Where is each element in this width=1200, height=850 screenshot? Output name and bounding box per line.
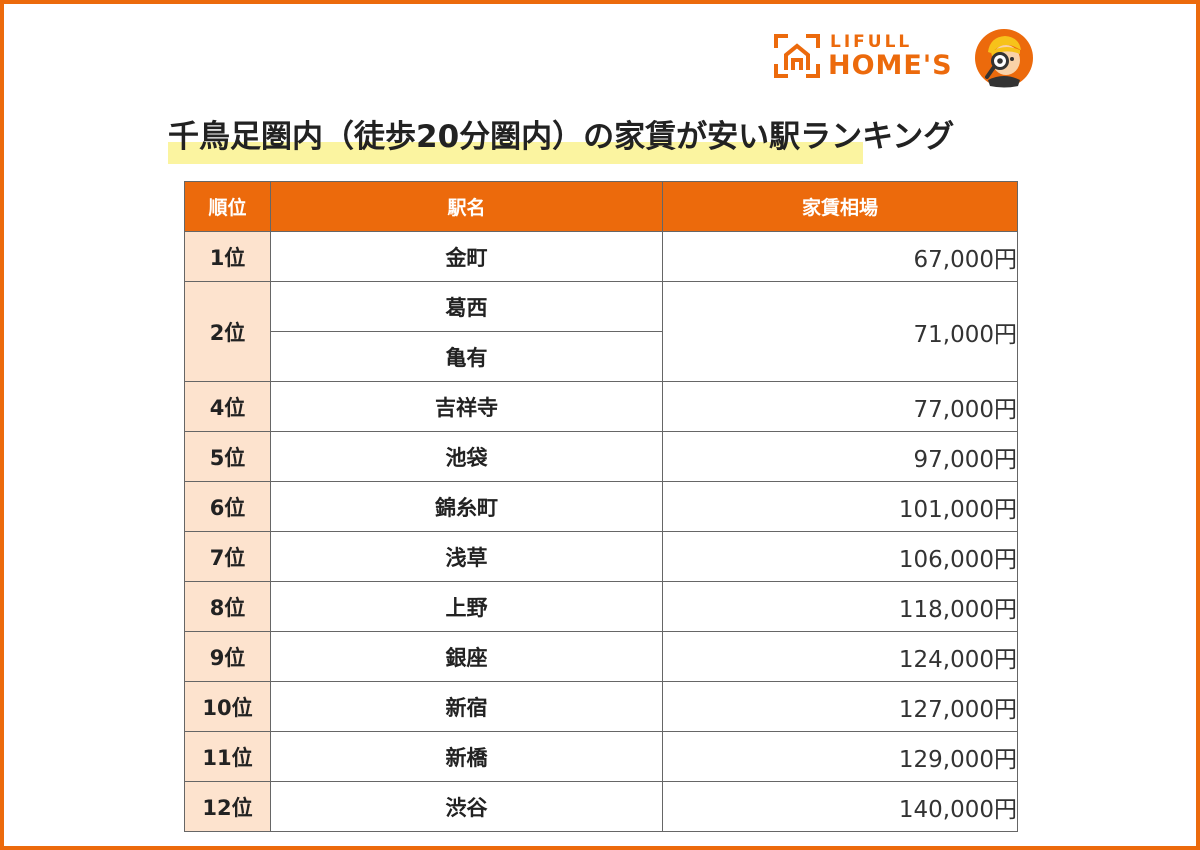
rent-cell: 106,000円 — [662, 531, 1018, 582]
station-cell: 錦糸町 — [270, 481, 663, 532]
header-rank: 順位 — [184, 181, 271, 232]
rent-cell: 140,000円 — [662, 781, 1018, 832]
rank-cell: 12位 — [184, 781, 271, 832]
title-block: 千鳥足圏内（徒歩20分圏内）の家賃が安い駅ランキング — [168, 114, 1048, 164]
rent-cell: 124,000円 — [662, 631, 1018, 682]
table-row: 6位 錦糸町 101,000円 — [184, 481, 1018, 532]
rent-cell: 118,000円 — [662, 581, 1018, 632]
station-cell: 新橋 — [270, 731, 663, 782]
station-cell: 池袋 — [270, 431, 663, 482]
rent-cell: 101,000円 — [662, 481, 1018, 532]
rank-cell: 11位 — [184, 731, 271, 782]
station-cell: 上野 — [270, 581, 663, 632]
station-cell: 新宿 — [270, 681, 663, 732]
mascot-magnifier-icon — [975, 29, 1033, 88]
station-cell: 銀座 — [270, 631, 663, 682]
rank-cell: 7位 — [184, 531, 271, 582]
station-cell: 渋谷 — [270, 781, 663, 832]
table-row: 7位 浅草 106,000円 — [184, 531, 1018, 582]
rank-cell: 5位 — [184, 431, 271, 482]
table-row: 12位 渋谷 140,000円 — [184, 781, 1018, 832]
rank-cell: 8位 — [184, 581, 271, 632]
table-row: 8位 上野 118,000円 — [184, 581, 1018, 632]
station-cell: 浅草 — [270, 531, 663, 582]
rank-cell: 2位 — [184, 281, 271, 382]
header-rent: 家賃相場 — [662, 181, 1018, 232]
rent-cell: 127,000円 — [662, 681, 1018, 732]
table-header-row: 順位 駅名 家賃相場 — [184, 181, 1018, 232]
table-row: 10位 新宿 127,000円 — [184, 681, 1018, 732]
rent-cell: 71,000円 — [662, 281, 1018, 382]
table-row: 2位 葛西 71,000円 — [184, 281, 1018, 382]
table-row: 4位 吉祥寺 77,000円 — [184, 381, 1018, 432]
house-logo-icon — [774, 34, 820, 78]
rank-cell: 6位 — [184, 481, 271, 532]
station-cell: 吉祥寺 — [270, 381, 663, 432]
table-row: 5位 池袋 97,000円 — [184, 431, 1018, 482]
brand-line1: LIFULL — [830, 32, 913, 52]
rank-cell: 1位 — [184, 231, 271, 282]
rent-cell: 77,000円 — [662, 381, 1018, 432]
table-row: 11位 新橋 129,000円 — [184, 731, 1018, 782]
ranking-table: 順位 駅名 家賃相場 1位 金町 67,000円 2位 葛西 71,000円 亀… — [184, 181, 1018, 832]
station-cell: 金町 — [270, 231, 663, 282]
rank-cell: 4位 — [184, 381, 271, 432]
rent-cell: 97,000円 — [662, 431, 1018, 482]
rank-cell: 9位 — [184, 631, 271, 682]
rent-cell: 129,000円 — [662, 731, 1018, 782]
rank-cell: 10位 — [184, 681, 271, 732]
title-highlight — [168, 142, 863, 164]
rent-cell: 67,000円 — [662, 231, 1018, 282]
station-cell: 葛西 — [270, 281, 663, 332]
table-row: 1位 金町 67,000円 — [184, 231, 1018, 282]
brand-line2: HOME'S — [828, 50, 953, 81]
table-row: 9位 銀座 124,000円 — [184, 631, 1018, 682]
station-cell: 亀有 — [270, 331, 663, 382]
page-title: 千鳥足圏内（徒歩20分圏内）の家賃が安い駅ランキング — [168, 119, 955, 155]
header-station: 駅名 — [270, 181, 663, 232]
